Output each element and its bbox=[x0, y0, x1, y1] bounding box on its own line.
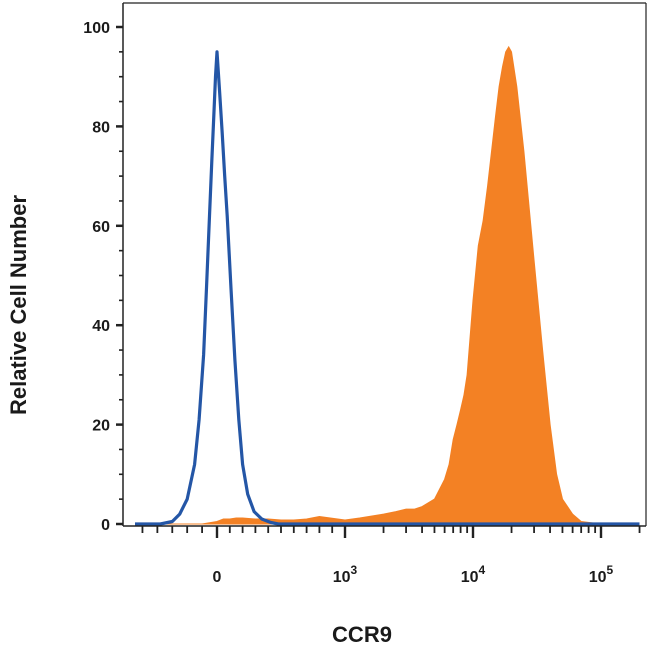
y-tick-label: 60 bbox=[92, 219, 110, 236]
y-tick-label: 20 bbox=[92, 418, 110, 435]
y-tick-label: 0 bbox=[101, 517, 110, 534]
y-axis-title: Relative Cell Number bbox=[6, 195, 31, 416]
outline-histogram-layer bbox=[135, 50, 640, 526]
tick-marks bbox=[116, 25, 641, 538]
outline-histogram bbox=[135, 50, 640, 526]
x-tick-label: 104 bbox=[461, 563, 486, 586]
filled-histogram bbox=[135, 45, 640, 525]
axes bbox=[122, 2, 647, 527]
y-tick-label: 40 bbox=[92, 318, 110, 335]
x-axis-title: CCR9 bbox=[332, 622, 392, 647]
y-tick-label: 100 bbox=[83, 20, 110, 37]
x-tick-label: 103 bbox=[333, 563, 358, 586]
y-tick-label: 80 bbox=[92, 119, 110, 136]
x-tick-label: 105 bbox=[589, 563, 614, 586]
filled-histogram-layer bbox=[135, 45, 640, 525]
x-tick-label: 0 bbox=[213, 569, 222, 586]
